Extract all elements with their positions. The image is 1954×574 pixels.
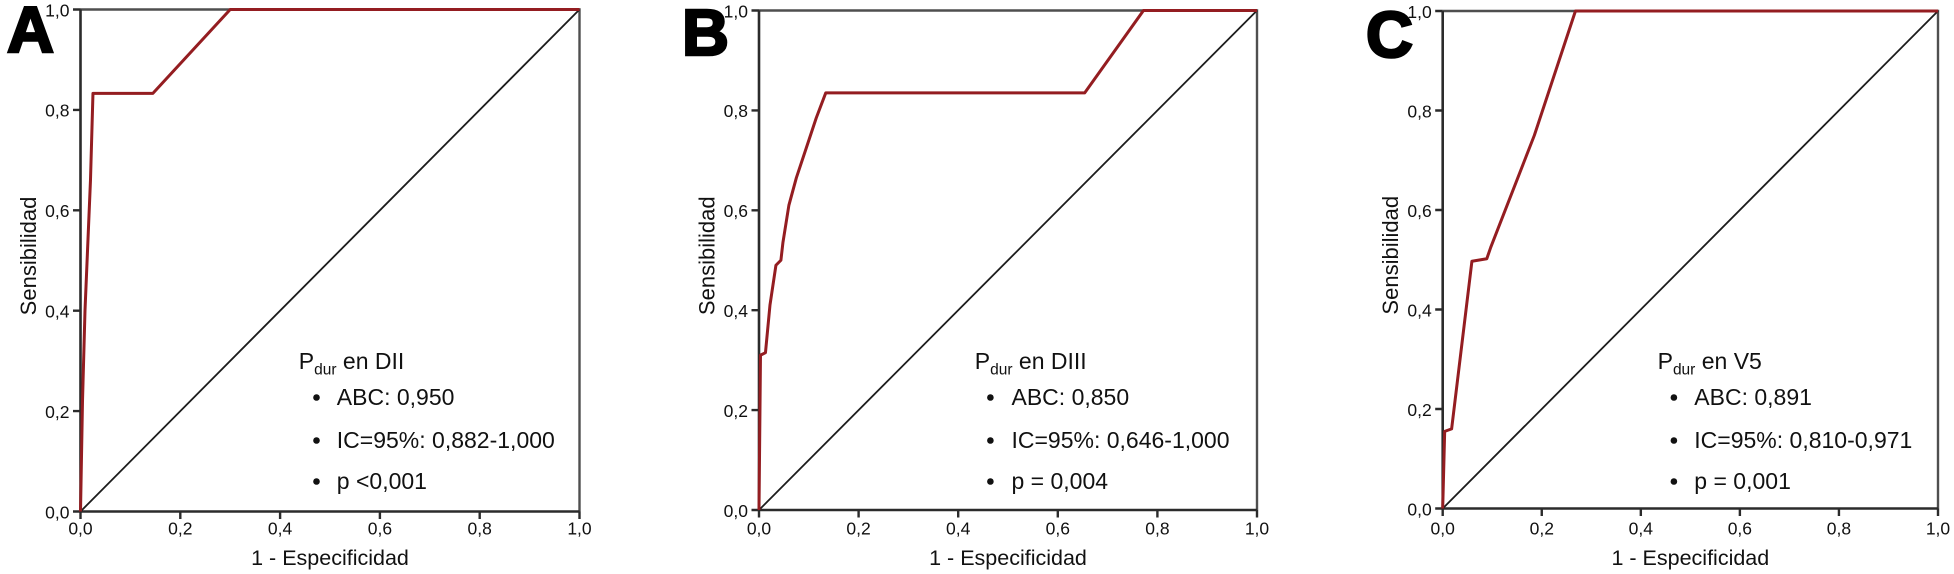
svg-text:0,8: 0,8 <box>1827 519 1851 539</box>
svg-text:C: C <box>1366 0 1413 71</box>
svg-text:1,0: 1,0 <box>724 1 749 21</box>
svg-text:p <0,001: p <0,001 <box>337 468 427 494</box>
svg-text:ABC: 0,850: ABC: 0,850 <box>1012 384 1130 410</box>
svg-text:0,4: 0,4 <box>268 519 293 539</box>
svg-text:0,4: 0,4 <box>1407 300 1432 320</box>
svg-text:0,4: 0,4 <box>946 519 971 539</box>
svg-text:0,2: 0,2 <box>724 401 748 421</box>
svg-text:0,8: 0,8 <box>45 101 69 121</box>
svg-text:0,6: 0,6 <box>368 519 392 539</box>
svg-text:0,2: 0,2 <box>45 402 69 422</box>
svg-text:0,2: 0,2 <box>168 519 192 539</box>
svg-text:0,4: 0,4 <box>1629 519 1654 539</box>
svg-text:1,0: 1,0 <box>1407 2 1432 22</box>
svg-text:0,0: 0,0 <box>724 501 749 521</box>
svg-text:Pdur en DII: Pdur en DII <box>299 348 405 379</box>
svg-text:1 - Especificidad: 1 - Especificidad <box>929 546 1087 570</box>
svg-text:p = 0,004: p = 0,004 <box>1012 468 1109 494</box>
svg-text:0,6: 0,6 <box>45 201 69 221</box>
svg-text:ABC: 0,950: ABC: 0,950 <box>337 384 455 410</box>
svg-text:Pdur en V5: Pdur en V5 <box>1658 348 1762 379</box>
svg-text:0,2: 0,2 <box>1407 400 1431 420</box>
svg-text:1,0: 1,0 <box>1245 519 1270 539</box>
svg-text:1,0: 1,0 <box>567 519 592 539</box>
svg-text:Sensibilidad: Sensibilidad <box>695 196 720 315</box>
svg-text:IC=95%: 0,882-1,000: IC=95%: 0,882-1,000 <box>337 427 555 453</box>
svg-text:0,6: 0,6 <box>1407 201 1431 221</box>
svg-text:0,8: 0,8 <box>1407 101 1431 121</box>
svg-text:0,6: 0,6 <box>1728 519 1752 539</box>
svg-text:1 - Especificidad: 1 - Especificidad <box>1611 546 1769 570</box>
svg-text:1 - Especificidad: 1 - Especificidad <box>251 546 409 570</box>
svg-text:1,0: 1,0 <box>45 0 70 20</box>
svg-text:IC=95%: 0,810-0,971: IC=95%: 0,810-0,971 <box>1694 427 1912 453</box>
svg-text:0,6: 0,6 <box>724 201 748 221</box>
svg-text:0,4: 0,4 <box>724 301 749 321</box>
svg-text:0,2: 0,2 <box>1530 519 1554 539</box>
svg-text:Sensibilidad: Sensibilidad <box>16 197 41 316</box>
svg-text:IC=95%: 0,646-1,000: IC=95%: 0,646-1,000 <box>1012 427 1230 453</box>
svg-text:0,0: 0,0 <box>45 502 70 522</box>
svg-text:0,8: 0,8 <box>468 519 492 539</box>
svg-text:B: B <box>682 0 729 69</box>
svg-text:0,2: 0,2 <box>846 519 870 539</box>
svg-text:0,0: 0,0 <box>68 519 93 539</box>
svg-text:0,8: 0,8 <box>1145 519 1169 539</box>
svg-text:p = 0,001: p = 0,001 <box>1694 468 1791 494</box>
svg-text:0,8: 0,8 <box>724 101 748 121</box>
svg-text:0,0: 0,0 <box>747 519 772 539</box>
svg-text:0,4: 0,4 <box>45 302 70 322</box>
svg-text:0,6: 0,6 <box>1046 519 1070 539</box>
svg-text:A: A <box>7 0 54 66</box>
svg-text:ABC: 0,891: ABC: 0,891 <box>1694 384 1812 410</box>
svg-text:0,0: 0,0 <box>1431 519 1456 539</box>
svg-text:1,0: 1,0 <box>1926 519 1951 539</box>
svg-text:0,0: 0,0 <box>1407 499 1432 519</box>
svg-text:Sensibilidad: Sensibilidad <box>1378 196 1403 315</box>
